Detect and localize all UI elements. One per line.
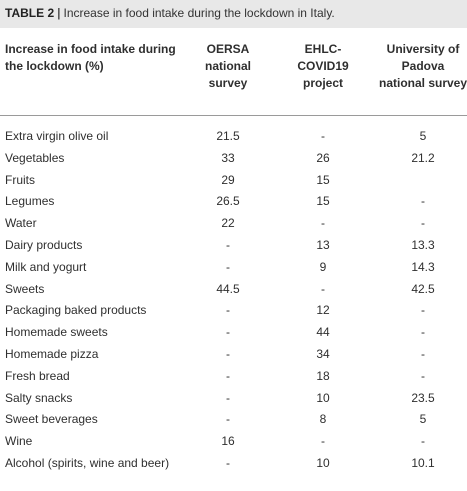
table-cell-food-item: Salty snacks: [5, 390, 73, 405]
table-cell-padova-value: 10.1: [411, 455, 435, 470]
table-row: Legumes 26.5 15 -: [0, 191, 467, 213]
table-cell-ehlc-value: -: [321, 281, 325, 296]
table-row: Wine 16 - -: [0, 431, 467, 453]
table-cell-ehlc-value: 10: [316, 455, 330, 470]
table-cell-food-item: Extra virgin olive oil: [5, 129, 109, 143]
table-cell-oersa-value: -: [226, 303, 230, 318]
table-cell-food-item: Packaging baked products: [5, 303, 147, 318]
table-cell-ehlc-value: 10: [316, 390, 330, 405]
table-cell-oersa-value: -: [226, 390, 230, 405]
table-cell-oersa-value: 29: [221, 172, 235, 187]
table-cell-food-item: Sweets: [5, 281, 45, 296]
table-cell-padova-value: 21.2: [411, 150, 435, 165]
table-cell-padova-value: 5: [419, 129, 427, 143]
table-cell-oersa-value: -: [226, 368, 230, 383]
table-row: Milk and yogurt - 9 14.3: [0, 257, 467, 279]
table-cell-food-item: Dairy products: [5, 237, 83, 252]
table-cell-ehlc-value: 44: [316, 325, 330, 340]
table-row: Extra virgin olive oil 21.5 - 5: [0, 126, 467, 148]
table-cell-food-item: Vegetables: [5, 150, 65, 165]
table-cell-padova-value: -: [421, 194, 425, 209]
table-cell-padova-value: -: [421, 346, 425, 361]
table-caption: TABLE 2 | Increase in food intake during t…: [0, 0, 467, 28]
table-row: Dairy products - 13 13.3: [0, 235, 467, 257]
table-cell-padova-value: 23.5: [411, 390, 435, 405]
table-row: Packaging baked products - 12 -: [0, 300, 467, 322]
table-cell-ehlc-value: 13: [316, 237, 330, 252]
column-header-oersa: OERSA national survey: [204, 42, 251, 90]
table-body: Extra virgin olive oil 21.5 - 5 Vegetables 33…: [0, 126, 467, 489]
table-cell-oersa-value: -: [226, 259, 230, 274]
table-row: Salty snacks - 10 23.5: [0, 388, 467, 410]
table-row: Vegetables 33 26 21.2: [0, 148, 467, 170]
table-cell-padova-value: 13.3: [411, 237, 435, 252]
table-cell-ehlc-value: 26: [316, 150, 330, 165]
table-cell-food-item: Homemade sweets: [5, 325, 108, 340]
table-cell-padova-value: -: [421, 303, 425, 318]
table-cell-padova-value: -: [421, 368, 425, 383]
table-cell-ehlc-value: 9: [319, 259, 327, 274]
table-cell-ehlc-value: 15: [316, 194, 330, 209]
table-cell-padova-value: 14.3: [411, 259, 435, 274]
table-cell-food-item: Legumes: [5, 194, 55, 209]
table-cell-oersa-value: -: [226, 412, 230, 427]
table-cell-oersa-value: 16: [221, 434, 235, 449]
table-cell-ehlc-value: 18: [316, 368, 330, 383]
table-cell-padova-value: -: [421, 434, 425, 449]
column-header-food-item: Increase in food intake during the lockd…: [5, 42, 176, 73]
table-cell-padova-value: 42.5: [411, 281, 435, 296]
table-cell-food-item: Milk and yogurt: [5, 259, 87, 274]
table-cell-padova-value: -: [421, 216, 425, 231]
table-cell-food-item: Wine: [5, 434, 33, 449]
table-cell-ehlc-value: -: [321, 434, 325, 449]
table-cell-padova-value: -: [421, 325, 425, 340]
table-row: Alcohol (spirits, wine and beer) - 10 10.1: [0, 453, 467, 489]
table-cell-oersa-value: 33: [221, 150, 235, 165]
table-header-row: Increase in food intake during the lockd…: [0, 28, 467, 116]
column-header-padova: University of Padova national survey: [378, 42, 467, 90]
table-cell-oersa-value: -: [226, 237, 230, 252]
table-cell-food-item: Homemade pizza: [5, 346, 99, 361]
caption-separator: |: [57, 6, 61, 20]
table-cell-food-item: Water: [5, 216, 37, 231]
table-row: Sweets 44.5 - 42.5: [0, 279, 467, 301]
table-caption-text: Increase in food intake during the lockd…: [63, 6, 335, 20]
table-row: Homemade pizza - 34 -: [0, 344, 467, 366]
table-cell-oersa-value: 26.5: [216, 194, 240, 209]
table-cell-food-item: Fresh bread: [5, 368, 70, 383]
table-row: Homemade sweets - 44 -: [0, 322, 467, 344]
table-cell-ehlc-value: 34: [316, 346, 330, 361]
table-cell-ehlc-value: 15: [316, 172, 330, 187]
table-row: Sweet beverages - 8 5: [0, 409, 467, 431]
table-cell-oersa-value: -: [226, 455, 230, 470]
table-row: Fruits 29 15: [0, 170, 467, 192]
column-header-ehlc: EHLC-COVID19 project: [297, 42, 349, 90]
table-cell-oersa-value: 22: [221, 216, 235, 231]
table-cell-oersa-value: 44.5: [216, 281, 240, 296]
table-cell-padova-value: 5: [419, 412, 427, 427]
table-cell-oersa-value: -: [226, 325, 230, 340]
table-cell-food-item: Sweet beverages: [5, 412, 98, 427]
table-cell-ehlc-value: 12: [316, 303, 330, 318]
table-cell-food-item: Alcohol (spirits, wine and beer): [5, 455, 170, 470]
table-row: Fresh bread - 18 -: [0, 366, 467, 388]
table-cell-ehlc-value: -: [321, 129, 325, 143]
table-cell-ehlc-value: 8: [319, 412, 327, 427]
table-cell-oersa-value: -: [226, 346, 230, 361]
table-row: Water 22 - -: [0, 213, 467, 235]
table-cell-food-item: Fruits: [5, 172, 35, 187]
table-caption-label: TABLE 2: [5, 6, 55, 20]
table-cell-ehlc-value: -: [321, 216, 325, 231]
table-cell-oersa-value: 21.5: [216, 129, 240, 143]
